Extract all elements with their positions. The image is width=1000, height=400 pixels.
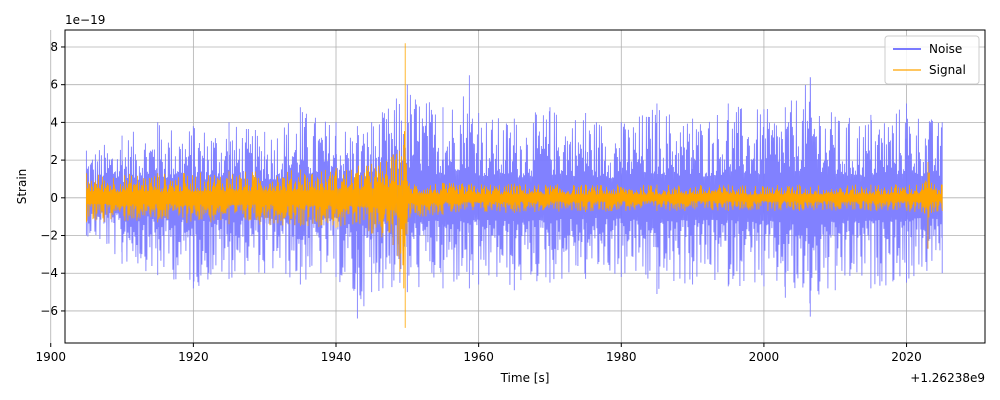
x-tick-label: 1900 — [35, 350, 66, 364]
x-tick-label: 1940 — [321, 350, 352, 364]
y-tick-label: 8 — [50, 40, 58, 54]
y-tick-label: 0 — [50, 191, 58, 205]
legend-label-signal: Signal — [929, 63, 966, 77]
y-tick-label: −4 — [40, 266, 58, 280]
x-tick-label: 1960 — [463, 350, 494, 364]
y-scale-label: 1e−19 — [65, 13, 105, 27]
y-axis-label: Strain — [15, 169, 29, 205]
y-tick-label: 6 — [50, 78, 58, 92]
plot-frame — [64, 29, 986, 344]
x-tick-label: 1980 — [606, 350, 637, 364]
y-axis: −6 −4 −2 0 2 4 6 8 — [40, 40, 65, 318]
x-tick-label: 2000 — [749, 350, 780, 364]
y-tick-label: 2 — [50, 153, 58, 167]
x-offset-label: +1.26238e9 — [910, 371, 985, 385]
legend-label-noise: Noise — [929, 42, 962, 56]
legend: Noise Signal — [884, 35, 980, 85]
series-signal-line — [86, 43, 943, 328]
y-tick-label: −6 — [40, 304, 58, 318]
y-tick-label: −2 — [40, 229, 58, 243]
x-tick-label: 1920 — [178, 350, 209, 364]
y-tick-label: 4 — [50, 115, 58, 129]
series-area — [85, 43, 943, 328]
x-axis: 1900 1920 1940 1960 1980 2000 2020 — [35, 343, 922, 364]
x-axis-label: Time [s] — [500, 371, 550, 385]
x-tick-label: 2020 — [891, 350, 922, 364]
